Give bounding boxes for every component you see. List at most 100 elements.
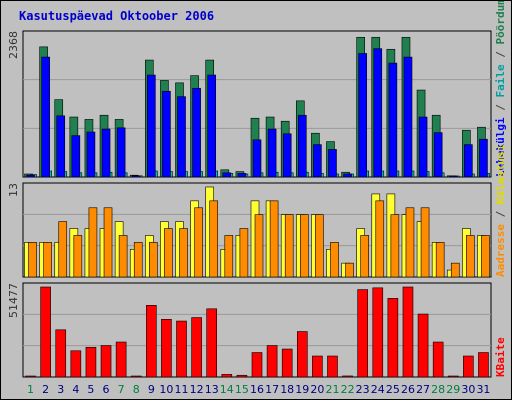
bar-KBaite-4	[70, 350, 82, 378]
bar-Lehekülgi-24	[373, 48, 383, 178]
bar-KBaite-13	[206, 308, 218, 378]
bar-Aadresse-1	[28, 242, 37, 278]
bar-Aadresse-18	[284, 214, 294, 278]
bar-Lehekülgi-2	[41, 56, 50, 178]
bar-Aadresse-19	[299, 214, 309, 278]
day-label-17: 17	[265, 383, 279, 396]
bar-Aadresse-20	[315, 214, 324, 278]
bar-KBaite-27	[417, 313, 429, 378]
legend-middle-part: Aadresse	[494, 224, 507, 277]
bar-Lehekülgi-20	[313, 144, 322, 178]
bar-KBaite-14	[221, 374, 233, 378]
day-label-7: 7	[118, 383, 125, 396]
bar-Lehekülgi-22	[343, 173, 352, 178]
bar-Aadresse-5	[88, 207, 98, 278]
day-label-8: 8	[133, 383, 140, 396]
bar-Aadresse-7	[118, 235, 128, 278]
day-label-20: 20	[310, 383, 324, 396]
bar-Aadresse-17	[269, 200, 279, 278]
bar-KBaite-31	[478, 352, 489, 378]
bar-KBaite-10	[161, 319, 172, 378]
bar-KBaite-11	[176, 320, 187, 378]
bar-Aadresse-11	[179, 228, 188, 278]
bar-Lehekülgi-19	[297, 114, 307, 178]
bar-Aadresse-4	[73, 235, 83, 278]
bar-Lehekülgi-7	[116, 127, 126, 178]
chart-title: Kasutuspäevad Oktoober 2006	[19, 9, 215, 23]
bar-Lehekülgi-31	[479, 138, 488, 178]
day-label-26: 26	[401, 383, 415, 396]
legend-bottom: KBaite	[494, 337, 507, 377]
bar-KBaite-12	[191, 317, 202, 378]
legend-top-part: /	[494, 98, 507, 118]
bar-KBaite-16	[251, 352, 263, 378]
day-label-15: 15	[235, 383, 249, 396]
bar-Aadresse-8	[133, 242, 143, 278]
bar-Lehekülgi-5	[86, 131, 96, 178]
legend-middle-part: Külastusi	[494, 144, 507, 204]
y-max-label: 51477	[7, 283, 20, 318]
bar-KBaite-7	[115, 341, 127, 378]
bar-KBaite-1	[25, 375, 36, 378]
bar-Aadresse-25	[390, 214, 400, 278]
bar-Aadresse-22	[345, 262, 354, 278]
bar-Lehekülgi-28	[433, 132, 443, 178]
bar-Lehekülgi-14	[222, 172, 232, 178]
legend-middle: Aadresse / Külastusi	[494, 144, 507, 277]
bar-KBaite-22	[342, 375, 353, 378]
legend-top-part: Lehekülgi	[494, 117, 507, 177]
day-label-29: 29	[446, 383, 460, 396]
bar-Aadresse-3	[58, 221, 68, 278]
bar-Lehekülgi-6	[101, 128, 111, 178]
bar-Lehekülgi-9	[147, 74, 156, 178]
bar-KBaite-9	[146, 305, 157, 378]
bar-Lehekülgi-3	[56, 115, 66, 178]
day-label-12: 12	[190, 383, 204, 396]
bar-KBaite-30	[463, 355, 474, 378]
day-label-21: 21	[325, 383, 339, 396]
legend-top: Lehekülgi / Faile / Pöördumisi	[494, 1, 507, 177]
bar-Aadresse-21	[330, 242, 339, 278]
bar-Lehekülgi-11	[177, 96, 186, 178]
bar-KBaite-20	[312, 355, 323, 378]
bar-KBaite-19	[296, 331, 308, 378]
bar-Lehekülgi-21	[328, 149, 337, 178]
bar-Aadresse-6	[103, 207, 113, 278]
legend-bottom-part: KBaite	[494, 337, 507, 377]
day-label-13: 13	[205, 383, 219, 396]
bar-KBaite-23	[357, 289, 368, 378]
day-label-30: 30	[461, 383, 475, 396]
bar-KBaite-25	[387, 298, 399, 378]
bar-KBaite-26	[402, 286, 414, 378]
bar-Lehekülgi-16	[252, 139, 262, 178]
bar-Lehekülgi-30	[464, 144, 473, 178]
bar-Aadresse-29	[450, 262, 460, 278]
bar-Lehekülgi-10	[162, 90, 171, 178]
bar-Aadresse-23	[360, 235, 369, 278]
bar-KBaite-21	[327, 355, 338, 378]
bar-Lehekülgi-27	[418, 116, 428, 178]
bar-KBaite-18	[281, 348, 293, 378]
bar-Lehekülgi-8	[131, 175, 141, 178]
legend-top-part: Faile	[494, 64, 507, 97]
bar-KBaite-6	[100, 345, 112, 378]
day-label-5: 5	[87, 383, 94, 396]
bar-KBaite-28	[432, 341, 444, 378]
bar-KBaite-15	[236, 374, 248, 378]
bar-Lehekülgi-26	[403, 56, 413, 178]
legend-middle-part: /	[494, 204, 507, 224]
bar-Aadresse-14	[224, 235, 234, 278]
bar-Aadresse-2	[43, 242, 52, 278]
day-label-24: 24	[371, 383, 385, 396]
bar-KBaite-24	[372, 287, 384, 378]
day-label-19: 19	[295, 383, 309, 396]
bar-Aadresse-15	[239, 228, 249, 278]
day-label-16: 16	[250, 383, 264, 396]
day-label-10: 10	[159, 383, 173, 396]
bar-Aadresse-24	[375, 200, 385, 278]
bar-Lehekülgi-23	[358, 53, 367, 178]
bar-Lehekülgi-29	[448, 175, 458, 178]
y-max-label: 13	[7, 183, 20, 197]
bar-Aadresse-30	[466, 235, 475, 278]
